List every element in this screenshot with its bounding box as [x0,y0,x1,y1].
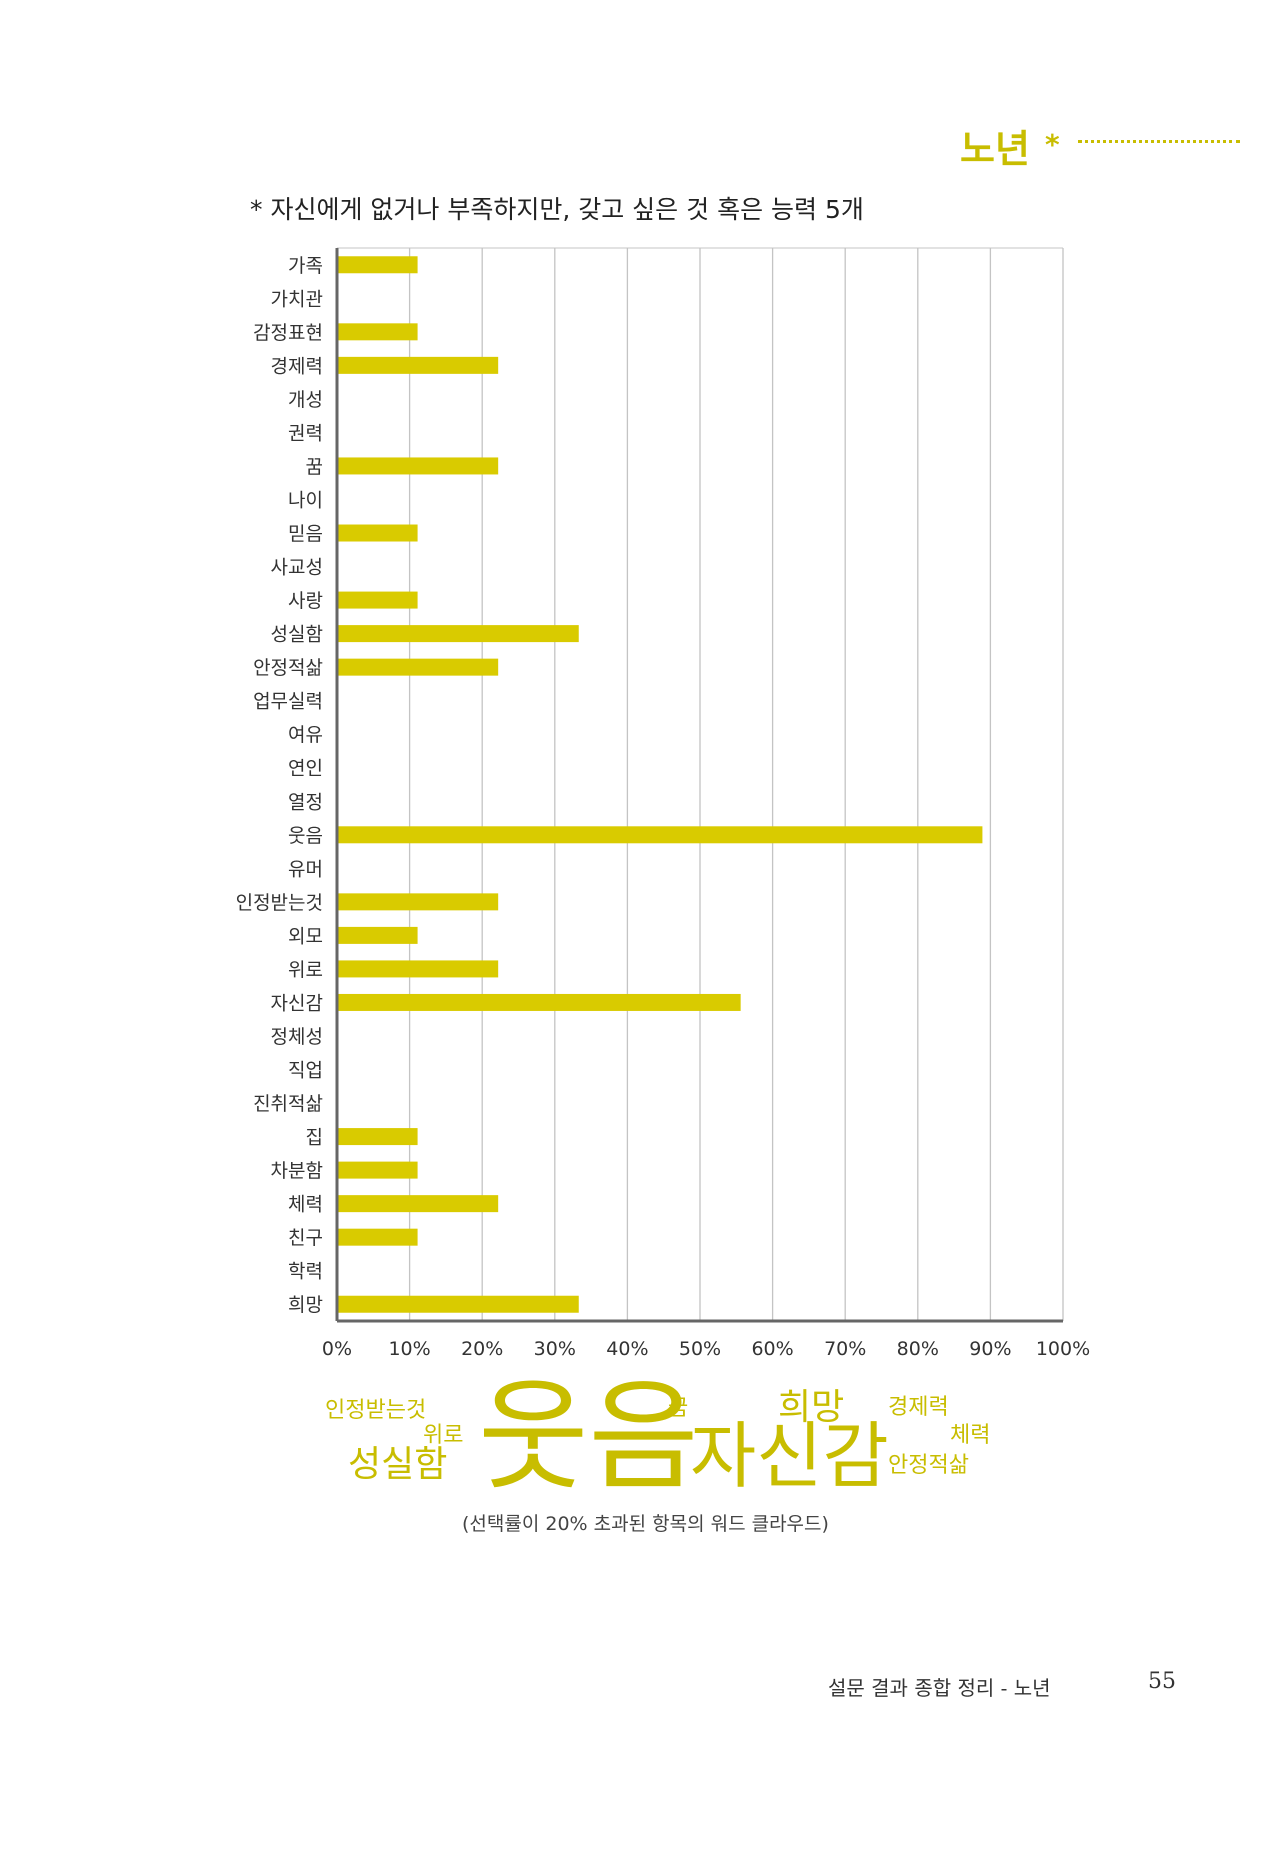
bar [337,658,499,676]
cloud-word: 인정받는것 [325,1398,427,1423]
bar [337,524,418,542]
y-tick-label: 외모 [288,925,323,947]
x-tick-label: 30% [534,1338,576,1360]
section-title: 노년 [960,127,1030,171]
y-tick-label: 경제력 [271,355,323,377]
bar-chart: 가족가치관감정표현경제력개성권력꿈나이믿음사교성사랑성실함안정적삶업무실력여유연… [236,247,1090,1360]
y-tick-label: 꿈 [306,456,323,478]
y-tick-label: 웃음 [288,825,323,847]
dotted-divider [1078,140,1240,143]
cloud-word: 성실함 [348,1444,448,1485]
bar [337,1195,499,1213]
x-tick-label: 40% [606,1338,648,1360]
y-tick-label: 가족 [288,255,323,277]
y-tick-label: 유머 [288,858,323,880]
y-tick-label: 위로 [288,959,323,981]
x-tick-label: 50% [679,1338,721,1360]
y-tick-label: 연인 [288,758,323,780]
section-header: 노년 * [960,118,1280,171]
y-tick-label: 안정적삶 [253,657,323,679]
x-tick-label: 100% [1036,1338,1090,1360]
bar [337,993,741,1011]
y-tick-label: 학력 [288,1261,323,1283]
bar [337,826,983,844]
y-tick-label: 가치관 [271,288,323,310]
bar [337,1161,418,1179]
cloud-word: 안정적삶 [888,1453,969,1478]
footer-title: 설문 결과 종합 정리 - 노년 [828,1676,1051,1700]
y-tick-label: 집 [306,1127,323,1149]
y-tick-label: 친구 [288,1227,323,1249]
bar [337,960,499,978]
y-tick-label: 인정받는것 [236,892,323,914]
x-tick-label: 20% [461,1338,503,1360]
y-tick-label: 체력 [288,1194,323,1216]
y-tick-label: 감정표현 [253,322,323,344]
page-number: 55 [1148,1669,1176,1694]
asterisk-icon: * [1045,128,1060,161]
x-tick-label: 0% [322,1338,352,1360]
cloud-word: 경제력 [888,1395,949,1420]
bar [337,893,499,911]
y-tick-label: 권력 [288,422,323,444]
y-tick-label: 차분함 [271,1160,323,1182]
bar [337,256,418,274]
bar [337,1295,579,1313]
cloud-word: 꿈 [668,1396,689,1421]
bar [337,457,499,475]
x-tick-label: 60% [751,1338,793,1360]
y-tick-label: 열정 [288,791,323,813]
cloud-word: 체력 [950,1423,991,1448]
x-tick-label: 10% [388,1338,430,1360]
y-tick-label: 여유 [288,724,323,746]
y-tick-label: 정체성 [271,1026,323,1048]
cloud-word: 위로 [423,1423,464,1448]
y-tick-label: 믿음 [288,523,323,545]
cloud-word: 희망 [778,1387,845,1428]
y-tick-label: 개성 [288,389,323,411]
x-tick-label: 80% [897,1338,939,1360]
bar [337,323,418,341]
y-tick-label: 사랑 [288,590,323,612]
bar [337,1228,418,1246]
x-tick-label: 70% [824,1338,866,1360]
word-cloud-caption: (선택률이 20% 초과된 항목의 워드 클라우드) [462,1513,829,1535]
bar [337,356,499,374]
y-tick-label: 나이 [288,489,323,511]
y-tick-label: 자신감 [271,992,323,1014]
bar [337,926,418,944]
bar [337,625,579,643]
bar [337,591,418,609]
cloud-word: 웃음 [478,1368,699,1507]
y-tick-label: 사교성 [271,557,323,579]
y-tick-label: 직업 [288,1060,323,1082]
cloud-word: 자신감 [690,1414,889,1498]
y-tick-label: 성실함 [271,624,323,646]
y-tick-label: 업무실력 [253,691,323,713]
x-tick-label: 90% [969,1338,1011,1360]
y-tick-label: 진취적삶 [253,1093,323,1115]
y-tick-label: 희망 [288,1294,323,1316]
bar [337,1128,418,1146]
chart-title: * 자신에게 없거나 부족하지만, 갖고 싶은 것 혹은 능력 5개 [250,195,864,224]
